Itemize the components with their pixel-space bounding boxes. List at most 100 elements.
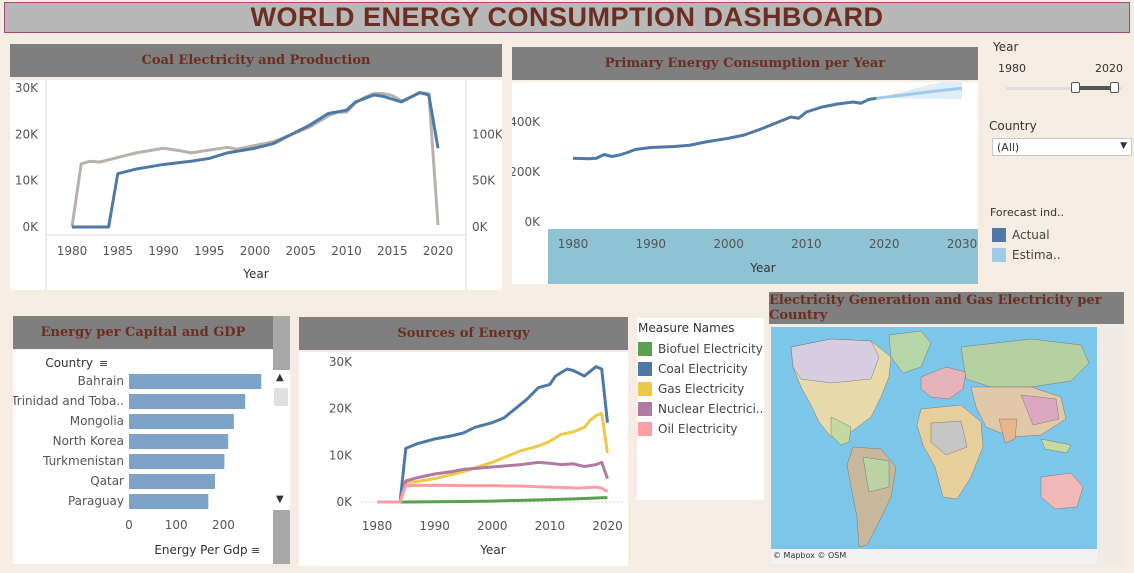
series-line-gas[interactable] bbox=[377, 411, 609, 504]
y-right-tick-label: 50K bbox=[472, 174, 496, 188]
map-credit: © Mapbox © OSM bbox=[773, 551, 847, 560]
country-dropdown[interactable]: (All) ▼ bbox=[992, 138, 1132, 156]
x-axis-title: Year bbox=[479, 543, 505, 557]
legend-item-nuclear[interactable]: Nuclear Electrici.. bbox=[638, 399, 764, 419]
bar-category-label: Paraguay bbox=[68, 494, 124, 508]
central-america-shape bbox=[830, 416, 852, 446]
antarctica-shape bbox=[771, 549, 1097, 564]
forecast-band bbox=[876, 77, 962, 100]
y-tick-label: 0K bbox=[524, 215, 541, 229]
bar[interactable] bbox=[129, 434, 229, 449]
bar[interactable] bbox=[129, 454, 225, 469]
x-tick-label: 1995 bbox=[194, 244, 225, 258]
primary-panel: 0K 200K 400K 1980 1990 2000 2010 2020 2030 Year bbox=[509, 77, 978, 284]
capita-header-gutter bbox=[273, 316, 290, 370]
legend-label: Oil Electricity bbox=[658, 422, 738, 436]
scrollbar-thumb[interactable] bbox=[274, 388, 288, 406]
y-tick-label: 10K bbox=[329, 448, 353, 462]
x-tick-label: 1980 bbox=[558, 237, 589, 251]
x-tick-label: 2000 bbox=[713, 237, 744, 251]
legend-label: Nuclear Electrici.. bbox=[658, 402, 764, 416]
australia-shape bbox=[1040, 472, 1084, 510]
bar-category-label: Turkmenistan bbox=[42, 454, 124, 468]
legend-label: Biofuel Electricity bbox=[658, 342, 763, 356]
y-left-tick-label: 0K bbox=[22, 220, 39, 234]
bar[interactable] bbox=[129, 374, 262, 389]
capita-scrollbar[interactable]: ▲ ▼ bbox=[273, 370, 290, 510]
bar-category-label: Trinidad and Toba.. bbox=[13, 394, 124, 408]
series-line-biofuel[interactable] bbox=[377, 496, 608, 504]
x-tick-label: 2020 bbox=[592, 519, 623, 533]
y-tick-label: 0K bbox=[336, 495, 353, 509]
x-axis-title: Energy Per Gdp bbox=[154, 543, 247, 557]
y-tick-label: 400K bbox=[512, 115, 541, 129]
x-tick-label: 2010 bbox=[331, 244, 362, 258]
legend-item-estimate[interactable]: Estima.. bbox=[992, 245, 1061, 265]
dashboard-title: WORLD ENERGY CONSUMPTION DASHBOARD bbox=[250, 2, 884, 32]
coal-chart[interactable]: 0K 10K 20K 30K 0K 50K 100K 1980 1985 1990 1995 2000… bbox=[10, 80, 504, 290]
year-max-label: 2020 bbox=[1095, 62, 1123, 75]
bar[interactable] bbox=[129, 474, 215, 489]
x-tick-label: 2000 bbox=[240, 244, 271, 258]
chevron-down-icon[interactable]: ▼ bbox=[276, 494, 284, 505]
x-tick-label: 2000 bbox=[477, 519, 508, 533]
legend-item-biofuel[interactable]: Biofuel Electricity bbox=[638, 339, 764, 359]
y-tick-label: 30K bbox=[329, 355, 353, 369]
x-tick-label: 2020 bbox=[869, 237, 900, 251]
year-slider-range bbox=[1076, 86, 1114, 90]
country-header[interactable]: Country bbox=[45, 356, 93, 370]
x-tick-label: 1990 bbox=[419, 519, 450, 533]
sort-icon[interactable]: ≡ bbox=[251, 544, 260, 557]
legend-item-actual[interactable]: Actual bbox=[992, 225, 1061, 245]
sources-panel-title: Sources of Energy bbox=[397, 326, 530, 341]
indonesia-shape bbox=[1040, 438, 1072, 454]
year-slider-track[interactable] bbox=[1006, 87, 1122, 90]
brazil-shape bbox=[862, 456, 890, 493]
x-tick-label: 2015 bbox=[377, 244, 408, 258]
world-map[interactable]: © Mapbox © OSM bbox=[771, 327, 1097, 564]
y-left-tick-label: 30K bbox=[15, 81, 39, 95]
bar[interactable] bbox=[129, 414, 234, 429]
sources-chart[interactable]: 0K 10K 20K 30K 1980 1990 2000 2010 2020 Year bbox=[299, 352, 628, 566]
x-tick-label: 2030 bbox=[947, 237, 978, 251]
legend-item-oil[interactable]: Oil Electricity bbox=[638, 419, 764, 439]
bar-category-label: North Korea bbox=[53, 434, 124, 448]
coal-production-line[interactable] bbox=[70, 91, 440, 228]
bar[interactable] bbox=[129, 494, 209, 509]
actual-consumption-line[interactable] bbox=[572, 96, 877, 161]
series-line-nuclear[interactable] bbox=[377, 460, 609, 504]
country-filter-label: Country bbox=[989, 119, 1037, 133]
year-slider-handle-min[interactable] bbox=[1071, 82, 1080, 93]
y-tick-label: 20K bbox=[329, 402, 353, 416]
x-tick-label: 2010 bbox=[535, 519, 566, 533]
year-min-label: 1980 bbox=[998, 62, 1026, 75]
coal-electricity-line[interactable] bbox=[72, 91, 440, 229]
year-filter-label: Year bbox=[993, 40, 1019, 54]
primary-chart[interactable]: 0K 200K 400K 1980 1990 2000 2010 2020 2030 Year bbox=[509, 77, 978, 284]
legend-item-coal[interactable]: Coal Electricity bbox=[638, 359, 764, 379]
year-slider-handle-max[interactable] bbox=[1110, 82, 1119, 93]
sort-icon[interactable]: ≡ bbox=[99, 357, 108, 370]
series-line-coal[interactable] bbox=[377, 365, 609, 504]
legend-swatch bbox=[638, 342, 652, 356]
chevron-up-icon[interactable]: ▲ bbox=[276, 372, 284, 383]
capita-panel-title: Energy per Capital and GDP bbox=[40, 325, 246, 340]
legend-swatch bbox=[638, 382, 652, 396]
canada-shape bbox=[790, 338, 880, 384]
x-tick-label: 100 bbox=[165, 518, 188, 532]
legend-swatch bbox=[638, 402, 652, 416]
world-map-svg bbox=[771, 330, 1097, 564]
x-axis-title: Year bbox=[749, 261, 775, 275]
legend-label: Coal Electricity bbox=[658, 362, 748, 376]
capita-chart[interactable]: Country ≡ Bahrain Trinidad and Toba.. Mongol… bbox=[10, 350, 273, 564]
bar[interactable] bbox=[129, 394, 246, 409]
y-left-tick-label: 20K bbox=[15, 127, 39, 141]
legend-item-gas[interactable]: Gas Electricity bbox=[638, 379, 764, 399]
x-tick-label: 1980 bbox=[362, 519, 393, 533]
capita-panel-header: Energy per Capital and GDP bbox=[13, 316, 273, 349]
series-line-oil[interactable] bbox=[377, 483, 609, 504]
primary-panel-header: Primary Energy Consumption per Year bbox=[512, 47, 978, 80]
filter-panel: Year 1980 2020 Country (All) ▼ Forecast … bbox=[989, 40, 1132, 280]
estimated-consumption-line[interactable] bbox=[876, 86, 963, 100]
x-tick-label: 1990 bbox=[636, 237, 667, 251]
